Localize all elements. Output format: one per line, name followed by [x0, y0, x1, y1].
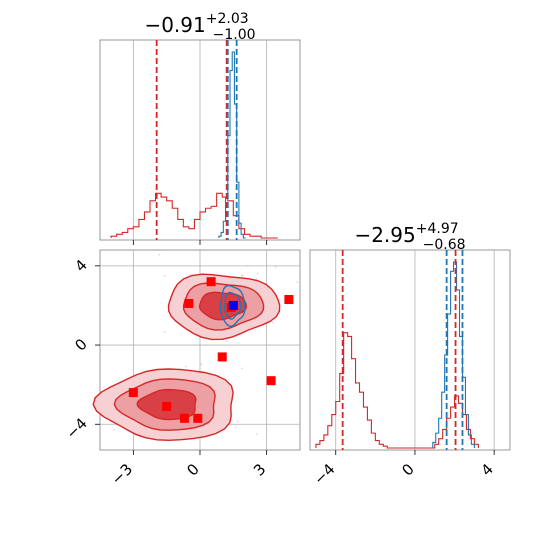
- marginal-x-title-sub: −1.00: [213, 27, 256, 43]
- sample-point: [256, 272, 259, 275]
- marginal-y-panel: −4 0 4 −2.95+4.97 −0.68: [309, 221, 511, 488]
- sample-point: [158, 253, 161, 256]
- marginal-x-title-main: −0.91: [144, 13, 205, 37]
- red-point-marker: [284, 295, 294, 305]
- red-histogram: [315, 332, 479, 449]
- sample-point: [246, 265, 249, 268]
- blue-contour-inner: [223, 291, 242, 320]
- sample-point: [255, 278, 258, 280]
- y-tick-label: 4: [71, 256, 90, 275]
- red-point-marker: [184, 298, 194, 308]
- joint-panel: −3 0 3 −4 0 4: [62, 249, 301, 488]
- marginal-x-grid: [132, 40, 268, 240]
- blue-histogram: [218, 51, 246, 239]
- sample-point: [185, 365, 188, 368]
- x-tick-label: −4: [310, 460, 338, 488]
- sample-point: [241, 274, 243, 277]
- marginal-y-frame: [309, 249, 511, 451]
- sample-point: [112, 429, 115, 431]
- x-tick-label: −3: [108, 460, 136, 488]
- marginal-x-title-sup: +2.03: [206, 11, 249, 27]
- marginal-y-title-sup: +4.97: [416, 221, 459, 237]
- red-point-marker: [162, 401, 172, 411]
- marginal-y-title-main: −2.95: [354, 223, 415, 247]
- sample-point: [272, 321, 274, 324]
- red-point-marker: [179, 413, 189, 423]
- marginal-y-histograms: [315, 261, 479, 449]
- marginal-x-panel: −0.91+2.03 −1.00: [99, 11, 301, 245]
- sample-point: [274, 265, 277, 268]
- sample-point: [225, 340, 228, 342]
- red-point-marker: [128, 388, 138, 398]
- x-tick-label: 4: [478, 460, 497, 479]
- marginal-y-quantile-lines: [341, 250, 464, 450]
- red-point-marker: [206, 277, 216, 287]
- marginal-x-quantile-lines: [155, 40, 238, 240]
- sample-point: [163, 330, 166, 333]
- blue-histogram: [432, 261, 475, 448]
- red-point-marker: [193, 413, 203, 423]
- red-histogram: [110, 192, 278, 239]
- marginal-y-title-sub: −0.68: [423, 237, 466, 253]
- marginal-y-ticks: −4 0 4: [310, 450, 497, 488]
- marginal-x-histograms: [110, 51, 278, 239]
- sample-point: [296, 281, 299, 283]
- y-tick-label: 0: [71, 335, 90, 354]
- x-tick-label: 0: [183, 460, 202, 479]
- x-tick-label: 3: [250, 460, 269, 479]
- sample-point: [200, 363, 203, 366]
- sample-point: [237, 420, 239, 423]
- sample-point: [163, 274, 166, 277]
- sample-point: [255, 432, 258, 435]
- red-point-marker: [266, 376, 276, 386]
- sample-point: [241, 367, 243, 370]
- sample-point: [234, 425, 237, 428]
- red-point-marker: [217, 352, 227, 362]
- y-tick-label: −4: [62, 414, 90, 442]
- joint-points: [128, 277, 294, 423]
- blue-contour-outer: [219, 284, 246, 328]
- x-tick-label: 0: [398, 460, 417, 479]
- marginal-x-title: −0.91+2.03 −1.00: [144, 11, 255, 43]
- blue-point-marker: [228, 300, 238, 310]
- marginal-y-title: −2.95+4.97 −0.68: [354, 221, 465, 253]
- marginal-y-grid: [335, 250, 495, 450]
- marginal-x-ticks: [132, 240, 268, 245]
